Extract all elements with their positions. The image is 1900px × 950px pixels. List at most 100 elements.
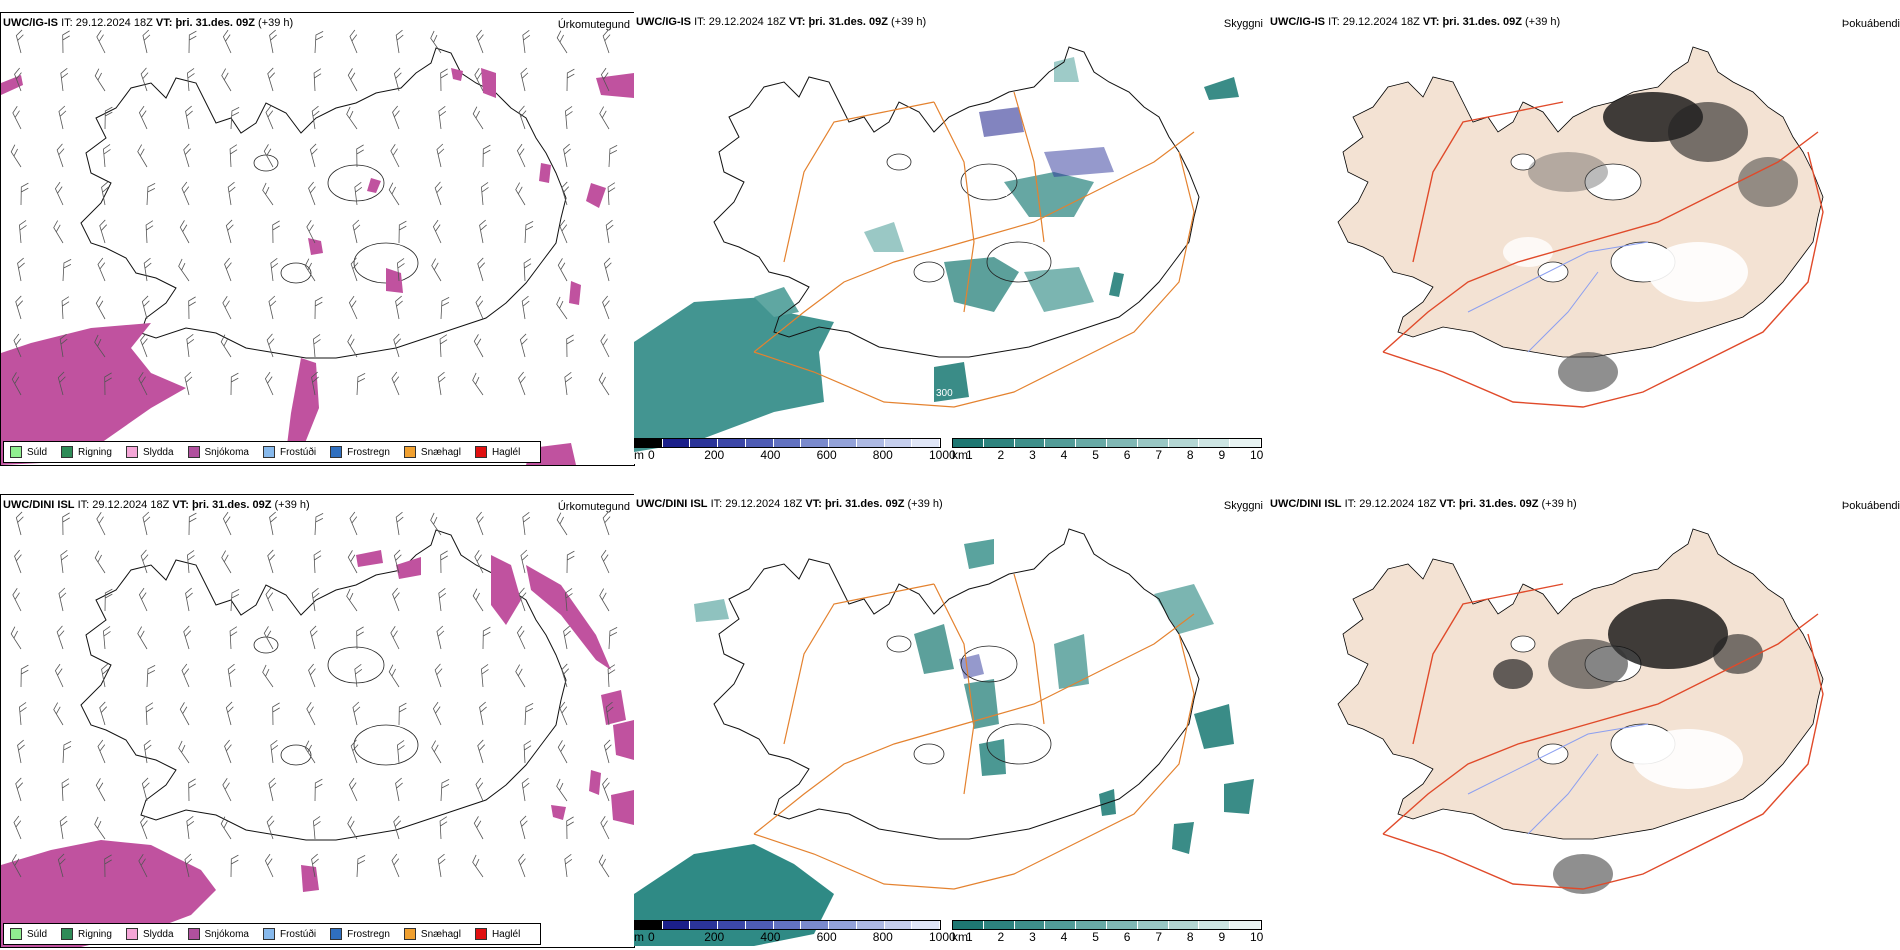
colorbar-tick: 9 xyxy=(1218,930,1226,944)
colorbar-tick: 8 xyxy=(1186,448,1194,462)
colorbar-segment xyxy=(690,439,719,447)
wind-barb xyxy=(519,815,528,840)
wind-barb xyxy=(308,181,316,206)
wind-barb xyxy=(262,664,274,688)
wind-barb xyxy=(313,816,321,840)
fog-area xyxy=(1668,102,1748,162)
colorbar-segment xyxy=(1045,439,1077,447)
snow-area xyxy=(1,840,216,947)
wind-barb xyxy=(518,105,527,130)
wind-barb xyxy=(306,702,316,726)
wind-barb xyxy=(185,105,193,130)
snow-area xyxy=(481,68,496,98)
wind-barb xyxy=(62,512,70,536)
wind-barb xyxy=(481,182,489,206)
wind-barb xyxy=(146,183,156,206)
colorbar-segment xyxy=(1076,439,1107,447)
snow-area xyxy=(596,73,634,98)
wind-barb xyxy=(559,701,568,726)
wind-barb xyxy=(356,373,366,396)
ceiling-map: 622 282 153 300 xyxy=(634,46,1239,452)
wind-barb xyxy=(56,625,65,650)
wind-barb xyxy=(518,853,526,878)
colorbar-tick: 6 xyxy=(1123,448,1131,462)
legend-swatch xyxy=(187,928,200,940)
fog-area xyxy=(1553,854,1613,894)
precip-panel-bottom: UWC/DINI ISL IT: 29.12.2024 18Z VT: þri.… xyxy=(0,494,635,948)
wind-barb xyxy=(474,550,484,574)
wind-barb xyxy=(268,777,277,802)
wind-barb xyxy=(561,663,570,688)
wind-barb xyxy=(475,777,484,802)
wind-barb xyxy=(11,372,22,396)
wind-barb xyxy=(141,777,150,802)
river-network xyxy=(1467,723,1649,835)
glacier-outline xyxy=(960,645,1018,683)
colorbar-segment xyxy=(1168,921,1200,929)
wind-barb xyxy=(430,512,442,536)
colorbar-segment xyxy=(912,921,941,929)
wind-barb xyxy=(60,67,69,92)
legend-swatch xyxy=(61,928,74,940)
legend-swatch xyxy=(125,928,138,940)
wind-barb xyxy=(53,702,64,726)
wind-barb xyxy=(62,741,72,764)
wind-barb xyxy=(479,219,487,244)
wind-barb xyxy=(138,372,148,396)
wind-barb xyxy=(304,258,316,282)
fog-panel-bottom: UWC/DINI ISL IT: 29.12.2024 18Z VT: þri.… xyxy=(1268,494,1900,946)
wind-barb xyxy=(54,663,64,688)
colorbar-tick: 6 xyxy=(1123,930,1131,944)
wind-barb xyxy=(393,815,402,840)
river-network xyxy=(1467,241,1649,353)
wind-barb xyxy=(391,371,400,396)
wind-barb xyxy=(188,296,196,320)
wind-barb xyxy=(220,334,232,358)
wind-barb xyxy=(14,549,22,574)
colorbar-tick: 4 xyxy=(1060,930,1068,944)
panel-header: UWC/IG-IS IT: 29.12.2024 18Z VT: þri. 31… xyxy=(1270,16,1561,28)
wind-barb xyxy=(143,739,152,764)
iceland-outline xyxy=(713,46,1200,358)
wind-barb xyxy=(54,181,64,206)
legend-swatch xyxy=(187,446,200,458)
legend-label: Slydda xyxy=(142,928,174,940)
wind-barb xyxy=(178,740,190,764)
wind-barb xyxy=(473,334,484,358)
legend-label: Snæhagl xyxy=(420,446,461,458)
wind-barb xyxy=(62,30,70,54)
wind-barb xyxy=(349,29,358,54)
wind-barb xyxy=(557,740,568,764)
wind-barb xyxy=(104,588,113,612)
colorbar-tick: 2 xyxy=(997,930,1005,944)
glacier-outline xyxy=(986,241,1052,283)
wind-barb xyxy=(138,105,148,130)
wind-barb xyxy=(179,702,190,726)
glacier-outline xyxy=(253,154,279,172)
legend-label: Frostúði xyxy=(279,446,317,458)
wind-barb xyxy=(472,106,484,130)
wind-barb xyxy=(524,703,534,726)
colorbar-segment xyxy=(745,439,774,447)
legend-swatch xyxy=(330,446,343,458)
wind-barb xyxy=(14,67,22,92)
wind-barb xyxy=(603,257,612,282)
wind-barb xyxy=(556,30,568,54)
legend-item: Frostúði xyxy=(262,446,317,458)
colorbar-tick: 1 xyxy=(966,448,973,462)
glacier-outline xyxy=(886,635,912,653)
road-network xyxy=(753,573,1195,890)
wind-barb xyxy=(393,67,402,92)
wind-barb xyxy=(392,105,400,130)
wind-barb xyxy=(482,144,491,168)
wind-barb xyxy=(311,105,320,130)
colorbar-tick: 600 xyxy=(816,930,837,944)
panel-title: Skyggni xyxy=(1223,18,1263,30)
wind-barb xyxy=(187,68,195,92)
visibility-area xyxy=(964,539,994,569)
colorbar-tick: 2 xyxy=(997,448,1005,462)
wind-barb xyxy=(523,258,532,282)
wind-barb xyxy=(94,68,106,92)
colorbar-segment xyxy=(662,439,691,447)
legend-swatch xyxy=(474,928,487,940)
